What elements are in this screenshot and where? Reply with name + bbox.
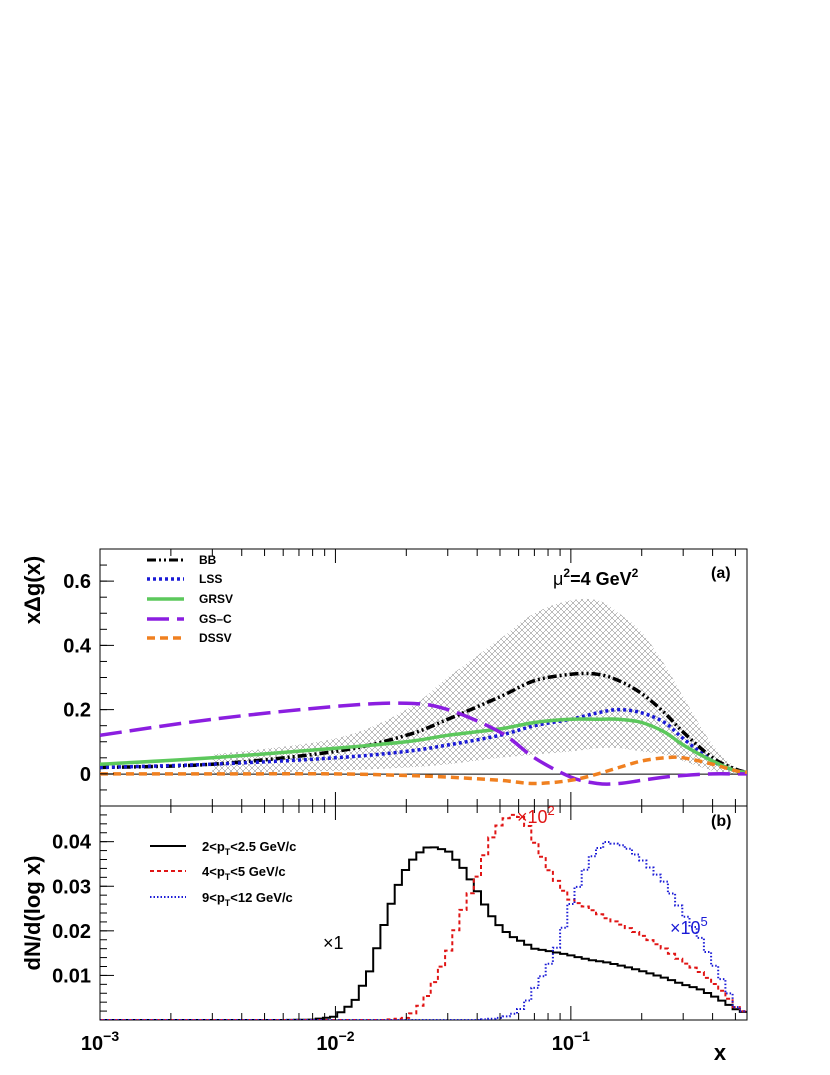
legend-b-label-2: 4<pT<5 GeV/c <box>202 864 286 882</box>
x-axis-title: x <box>714 1040 727 1065</box>
legend-b: 2<pT<2.5 GeV/c 4<pT<5 GeV/c 9<pT<12 GeV/… <box>150 839 296 908</box>
panel-b-frame <box>99 805 748 1021</box>
scale-sup1: 2 <box>563 566 570 580</box>
scale-annotation: μ2=4 GeV2 <box>553 566 639 589</box>
legend-a: BB LSS GRSV GS–C DSSV <box>147 553 233 645</box>
uncertainty-band <box>212 598 747 775</box>
series-b-1 <box>100 846 747 1020</box>
series-b-2 <box>100 813 747 1020</box>
y-tick-label-b: 0.04 <box>52 832 92 854</box>
legend-b-1-sub: T <box>225 847 231 857</box>
y-tick-label-a: 0.2 <box>63 700 91 722</box>
panel-b-x-ticks: 10−3 10−2 10−1 <box>81 806 736 1055</box>
panel-a-label: (a) <box>711 565 731 582</box>
panel-b-series <box>100 813 747 1020</box>
x-tick-label: 10−1 <box>552 1028 590 1055</box>
legend-a-label-dssv: DSSV <box>199 631 232 645</box>
legend-b-2-sub: T <box>225 872 231 882</box>
legend-b-3-rest: <12 GeV/c <box>230 890 293 905</box>
y-axis-title-b: dN/d(log x) <box>20 856 45 971</box>
legend-a-label-gsc: GS–C <box>199 612 232 626</box>
series-b-3 <box>100 841 747 1020</box>
series-a-bb <box>100 671 747 774</box>
annotation-x1-base: ×1 <box>323 933 344 953</box>
annotation-x100-exp: 2 <box>548 803 555 818</box>
annotation-x1e5: ×105 <box>670 914 708 938</box>
panel-a-y-ticks: 0 0.2 0.4 0.6 <box>63 548 114 807</box>
legend-b-2-rest: <5 GeV/c <box>230 864 285 879</box>
y-tick-label-b: 0.03 <box>52 876 91 898</box>
annotation-x100: ×102 <box>517 803 555 827</box>
y-tick-label-a: 0.4 <box>63 635 92 657</box>
scale-mu: μ <box>553 569 563 589</box>
scale-sup2: 2 <box>632 566 639 580</box>
scale-mid: =4 GeV <box>570 569 632 589</box>
y-tick-label-b: 0.02 <box>52 921 91 943</box>
legend-a-label-lss: LSS <box>199 572 222 586</box>
annotation-x100-base: ×10 <box>517 807 548 827</box>
legend-b-1-rest: <2.5 GeV/c <box>230 839 296 854</box>
legend-b-3-a: 9<p <box>202 890 225 905</box>
series-a-dssv <box>100 755 747 786</box>
series-a-gsc <box>100 701 747 786</box>
legend-b-label-3: 9<pT<12 GeV/c <box>202 890 293 908</box>
legend-a-label-grsv: GRSV <box>199 592 233 606</box>
legend-b-3-sub: T <box>225 898 231 908</box>
legend-b-label-1: 2<pT<2.5 GeV/c <box>202 839 296 857</box>
y-axis-title-a: xΔg(x) <box>20 556 45 624</box>
y-tick-label-a: 0.6 <box>63 571 91 593</box>
x-tick-label: 10−2 <box>316 1028 354 1055</box>
y-tick-label-b: 0.01 <box>52 965 91 987</box>
annotation-x1: ×1 <box>323 933 344 953</box>
uncertainty-band-area <box>212 598 747 775</box>
annotation-x1e5-exp: 5 <box>701 914 708 929</box>
panel-a-x-ticks <box>99 549 736 806</box>
y-tick-label-a: 0 <box>80 764 91 786</box>
series-a-grsv <box>100 717 747 775</box>
annotation-x1e5-base: ×10 <box>670 918 701 938</box>
legend-a-label-bb: BB <box>199 553 217 567</box>
x-tick-label: 10−3 <box>81 1028 119 1055</box>
legend-b-2-a: 4<p <box>202 864 225 879</box>
panel-a-series <box>100 671 747 786</box>
panel-b-label: (b) <box>711 813 731 830</box>
legend-b-1-a: 2<p <box>202 839 225 854</box>
panel-b-y-ticks: 0.01 0.02 0.03 0.04 <box>52 805 114 1012</box>
